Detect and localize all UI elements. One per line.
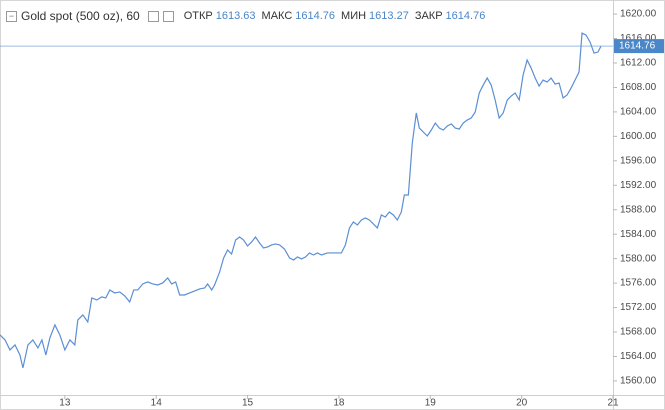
x-tick-label: 15 (242, 398, 254, 409)
ohlc-value: 1613.27 (369, 10, 409, 22)
ohlc-value: 1613.63 (215, 10, 256, 22)
y-tick-label: 1616.00 (620, 33, 657, 44)
y-tick-label: 1560.00 (620, 376, 657, 387)
ohlc-label: МИН (341, 10, 367, 22)
collapse-icon[interactable]: − (6, 10, 17, 22)
legend-header: − Gold spot (500 oz), 60 ОТКР 1613.63 МАКС… (6, 9, 485, 23)
price-line (0, 32, 602, 369)
x-tick-label: 20 (516, 398, 528, 409)
y-tick-label: 1588.00 (620, 204, 657, 215)
y-tick-label: 1572.00 (620, 302, 657, 313)
y-tick-label: 1612.00 (620, 58, 657, 69)
y-tick-label: 1564.00 (620, 351, 657, 362)
y-tick-label: 1620.00 (620, 9, 657, 20)
y-tick-label: 1600.00 (620, 131, 657, 142)
settings-icon[interactable] (147, 10, 159, 22)
ohlc-value: 1614.76 (295, 10, 336, 22)
ohlc-label: МАКС (261, 10, 293, 22)
ohlc-value: 1614.76 (445, 10, 486, 22)
ohlc-label: ЗАКР (414, 10, 443, 22)
y-tick-label: 1584.00 (620, 229, 657, 240)
symbol-title: Gold spot (500 oz), 60 (21, 9, 140, 23)
y-tick-label: 1604.00 (620, 107, 657, 118)
x-tick-label: 13 (59, 398, 71, 409)
y-tick-label: 1580.00 (620, 253, 657, 264)
last-price-label: 1614.76 (619, 41, 656, 52)
x-tick-label: 14 (151, 398, 163, 409)
x-tick-label: 18 (333, 398, 345, 409)
last-price-box (614, 39, 664, 54)
y-tick-label: 1592.00 (620, 180, 657, 191)
y-tick-label: 1596.00 (620, 155, 657, 166)
y-tick-label: 1608.00 (620, 82, 657, 93)
ohlc-label: ОТКР (183, 10, 213, 22)
y-tick-label: 1568.00 (620, 327, 657, 338)
hide-icon[interactable] (162, 10, 174, 22)
x-tick-label: 21 (607, 398, 619, 409)
y-tick-label: 1576.00 (620, 278, 657, 289)
x-tick-label: 19 (425, 398, 437, 409)
